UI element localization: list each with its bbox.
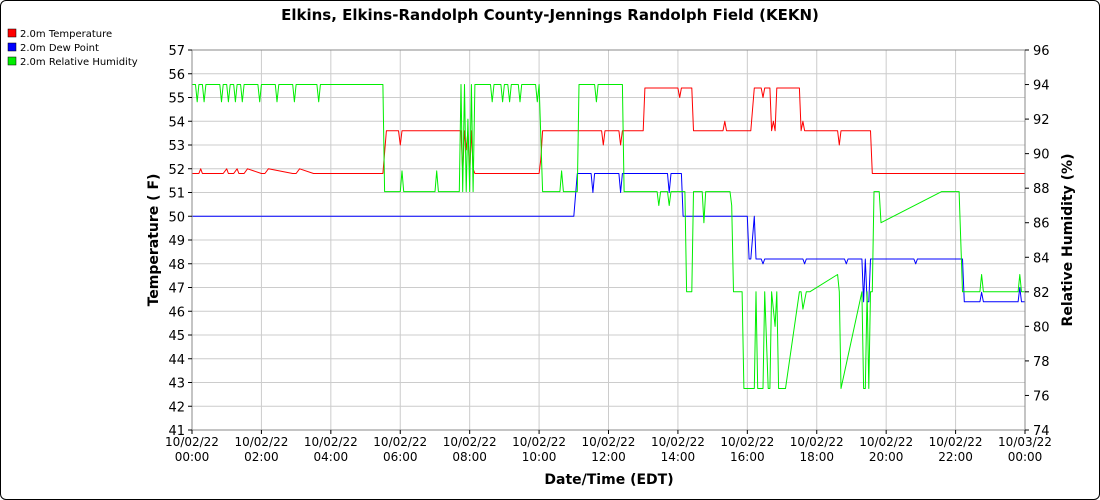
y-tick-label: 47 (168, 282, 185, 297)
y-tick-label: 50 (168, 210, 185, 225)
series-line-relative-humidity (192, 84, 1025, 389)
y-tick-label: 53 (168, 139, 185, 154)
y-tick-label: 56 (168, 68, 185, 83)
y-tick-label: 41 (168, 424, 185, 439)
y2-tick-label: 90 (1033, 148, 1050, 163)
x-tick-time: 08:00 (452, 450, 487, 464)
y2-tick-label: 80 (1033, 320, 1050, 335)
series-line-temperature (192, 87, 1025, 174)
y-tick-label: 49 (168, 234, 185, 249)
x-tick-time: 00:00 (1008, 450, 1043, 464)
legend-swatch-temperature (7, 28, 17, 38)
x-tick-time: 22:00 (938, 450, 973, 464)
y2-tick-label: 88 (1033, 182, 1050, 197)
x-axis-title: Date/Time (EDT) (544, 472, 673, 488)
legend: 2.0m Temperature 2.0m Dew Point 2.0m Rel… (7, 28, 138, 68)
y-axis-right-title: Relative Humidity (%) (1060, 154, 1076, 327)
x-axis-ticks: 10/02/2200:0010/02/2202:0010/02/2204:001… (165, 430, 1052, 464)
x-tick-date: 10/02/22 (304, 435, 358, 449)
x-tick-date: 10/02/22 (512, 435, 566, 449)
legend-label-temperature: 2.0m Temperature (20, 29, 112, 40)
legend-label-dew-point: 2.0m Dew Point (20, 43, 99, 54)
y-tick-label: 48 (168, 258, 185, 273)
y-tick-label: 57 (168, 44, 185, 59)
y-tick-label: 46 (168, 305, 185, 320)
x-tick-time: 20:00 (869, 450, 904, 464)
y-tick-label: 45 (168, 329, 185, 344)
x-tick-time: 12:00 (591, 450, 626, 464)
y2-tick-label: 96 (1033, 44, 1050, 59)
x-tick-date: 10/02/22 (234, 435, 288, 449)
y2-tick-label: 76 (1033, 389, 1050, 404)
y2-tick-label: 92 (1033, 113, 1050, 128)
series-line-dew-point (192, 173, 1025, 303)
grid (191, 49, 1026, 431)
legend-swatch-dew-point (7, 42, 17, 52)
y-tick-label: 44 (168, 353, 185, 368)
x-tick-date: 10/02/22 (373, 435, 427, 449)
x-tick-date: 10/02/22 (790, 435, 844, 449)
x-tick-time: 18:00 (799, 450, 834, 464)
x-tick-time: 02:00 (244, 450, 279, 464)
x-tick-time: 16:00 (730, 450, 765, 464)
y2-tick-label: 78 (1033, 355, 1050, 370)
y-axis-right-ticks: 74 76 78 80 82 84 86 88 90 92 94 96 (1025, 44, 1050, 439)
y-tick-label: 55 (168, 92, 185, 107)
y-tick-label: 42 (168, 400, 185, 415)
y-tick-label: 43 (168, 377, 185, 392)
y-axis-left-title: Temperature ( F) (146, 174, 162, 307)
y-axis-left-ticks: 41 42 43 44 45 46 47 48 49 50 51 52 53 54 55 56 57 (168, 44, 192, 439)
x-tick-date: 10/02/22 (859, 435, 913, 449)
x-tick-time: 04:00 (314, 450, 349, 464)
x-tick-time: 10:00 (522, 450, 557, 464)
x-tick-time: 14:00 (661, 450, 696, 464)
legend-swatch-relative-humidity (7, 56, 17, 66)
x-tick-date: 10/02/22 (929, 435, 983, 449)
series-lines (192, 84, 1025, 389)
y2-tick-label: 86 (1033, 217, 1050, 232)
y-tick-label: 51 (168, 187, 185, 202)
x-tick-date: 10/03/22 (998, 435, 1052, 449)
x-tick-time: 00:00 (175, 450, 210, 464)
x-tick-date: 10/02/22 (651, 435, 705, 449)
x-tick-time: 06:00 (383, 450, 418, 464)
legend-label-relative-humidity: 2.0m Relative Humidity (20, 57, 138, 68)
y2-tick-label: 84 (1033, 251, 1050, 266)
x-tick-date: 10/02/22 (720, 435, 774, 449)
chart-title: Elkins, Elkins-Randolph County-Jennings … (281, 6, 819, 24)
x-tick-date: 10/02/22 (443, 435, 497, 449)
y2-tick-label: 82 (1033, 286, 1050, 301)
x-tick-date: 10/02/22 (582, 435, 636, 449)
x-tick-date: 10/02/22 (165, 435, 219, 449)
y2-tick-label: 74 (1033, 424, 1050, 439)
y-tick-label: 54 (168, 115, 185, 130)
y2-tick-label: 94 (1033, 79, 1050, 94)
y-tick-label: 52 (168, 163, 185, 178)
